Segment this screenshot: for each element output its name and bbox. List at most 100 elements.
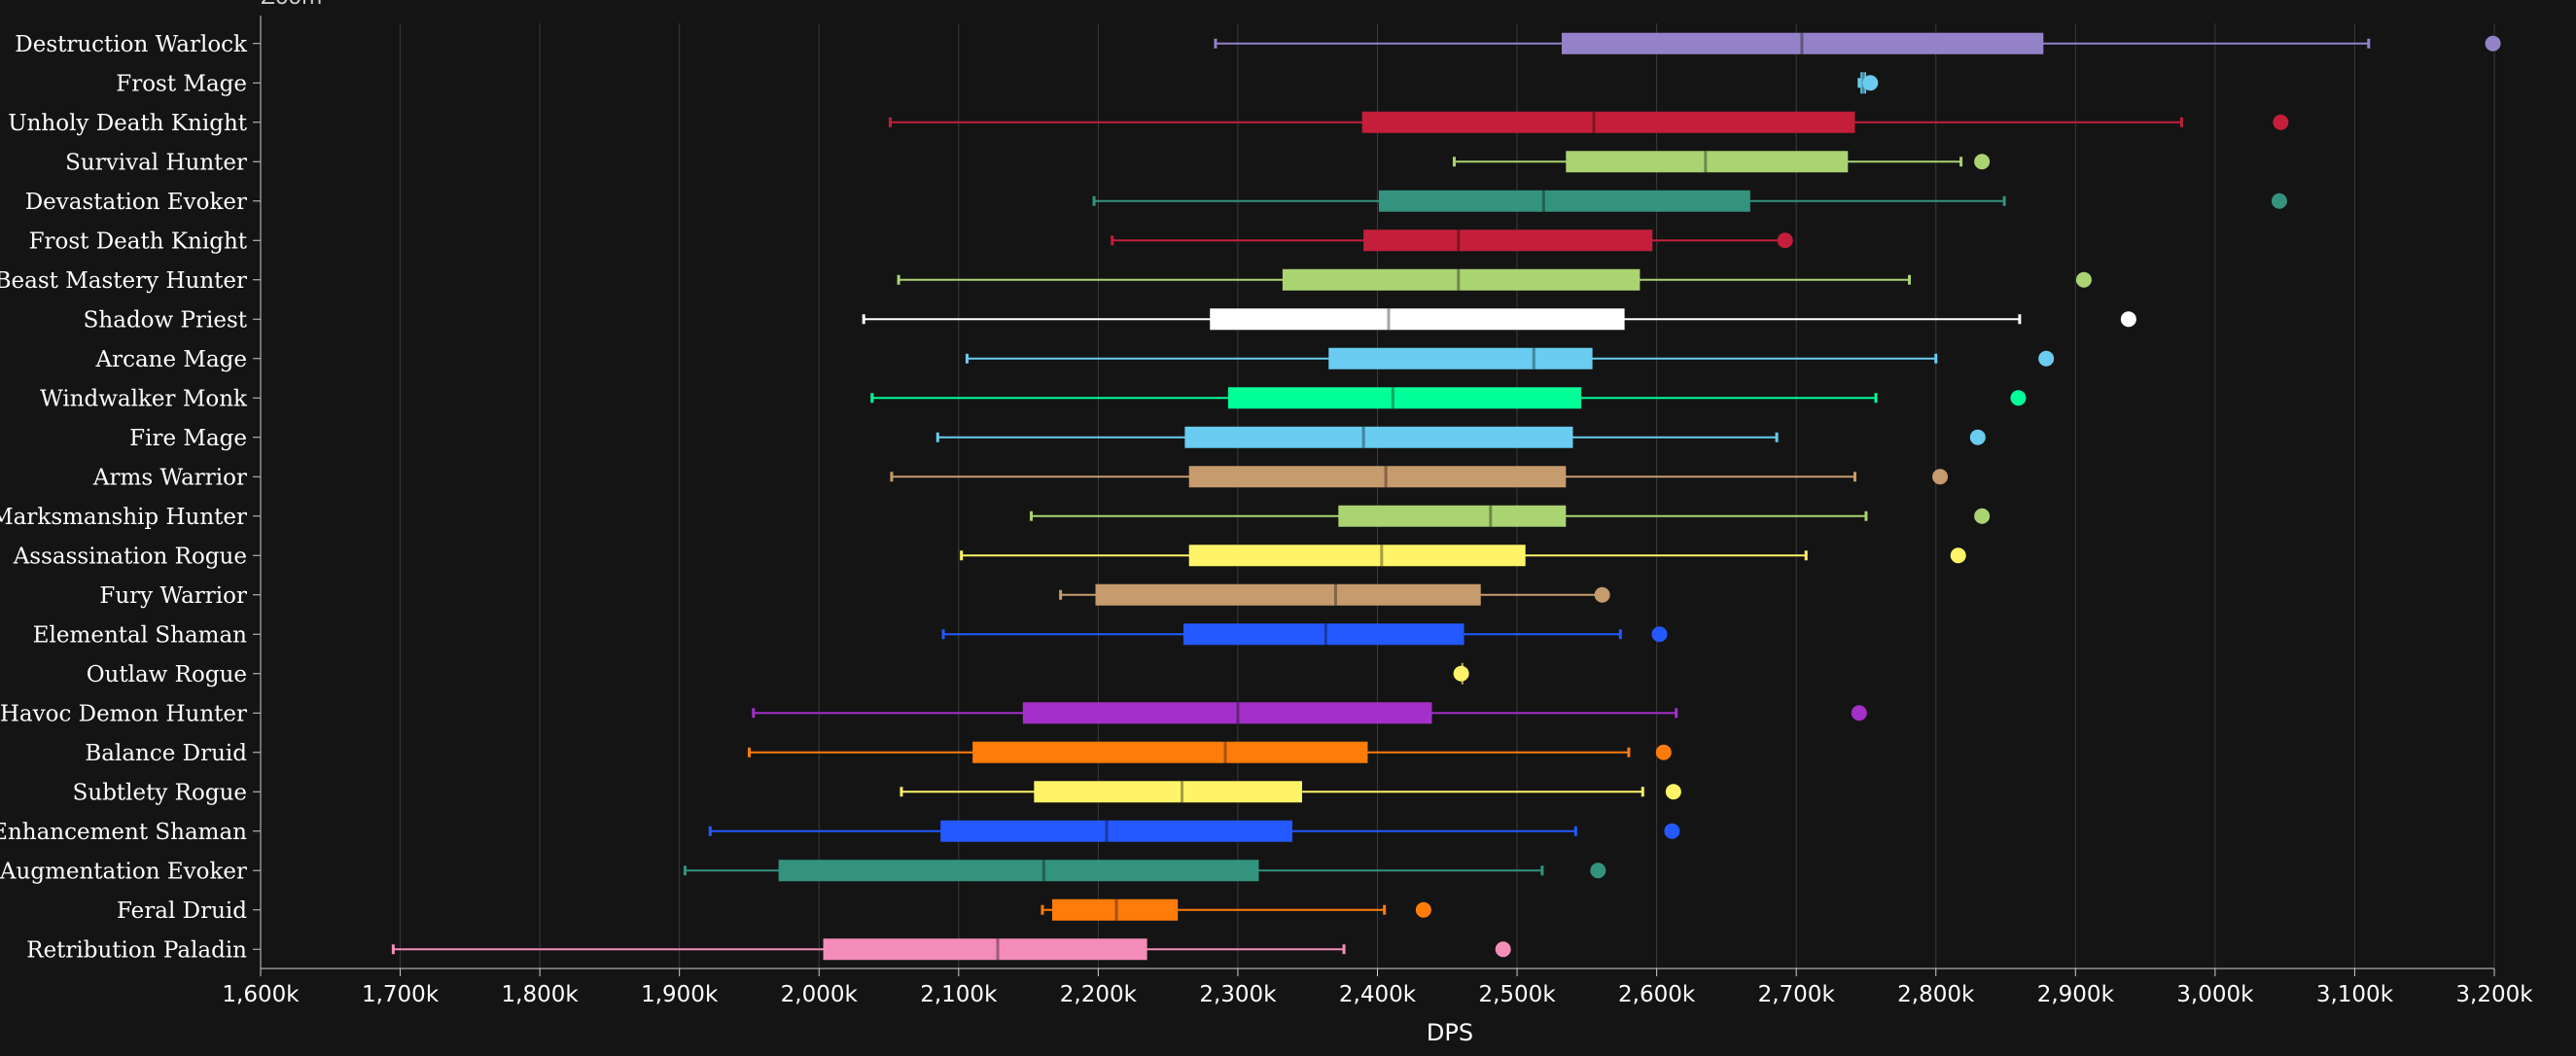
box-destruction-warlock[interactable] [1214, 32, 2501, 54]
x-tick-label: 2,100k [920, 982, 998, 1007]
outlier-point[interactable] [2485, 35, 2501, 52]
outlier-point[interactable] [2120, 311, 2136, 328]
x-tick-label: 1,900k [641, 982, 719, 1007]
class-label-windwalker-monk: Windwalker Monk [40, 386, 248, 411]
iqr-box [1184, 426, 1573, 448]
outlier-point[interactable] [1969, 429, 1986, 445]
outlier-point[interactable] [2075, 271, 2092, 288]
box-windwalker-monk[interactable] [870, 387, 2027, 409]
box-assassination-rogue[interactable] [960, 545, 1966, 567]
outlier-point[interactable] [1950, 547, 1966, 564]
box-shadow-priest[interactable] [862, 308, 2136, 331]
class-label-unholy-death-knight: Unholy Death Knight [8, 111, 248, 136]
x-tick-label: 2,700k [1758, 982, 1836, 1007]
class-labels: Destruction Warlock Frost Mage Unholy Deat… [0, 32, 261, 963]
outlier-point[interactable] [1415, 901, 1431, 918]
iqr-box [1188, 545, 1526, 567]
class-label-subtlety-rogue: Subtlety Rogue [73, 780, 247, 805]
outlier-point[interactable] [1453, 665, 1469, 682]
iqr-box [1328, 347, 1593, 370]
box-outlaw-rogue[interactable] [1453, 662, 1469, 685]
class-label-devastation-evoker: Devastation Evoker [25, 190, 247, 215]
box-enhancement-shaman[interactable] [708, 820, 1680, 842]
class-label-feral-druid: Feral Druid [117, 898, 247, 924]
box-retribution-paladin[interactable] [391, 938, 1511, 961]
box-havoc-demon-hunter[interactable] [752, 702, 1867, 724]
iqr-box [1188, 466, 1567, 488]
box-frost-death-knight[interactable] [1111, 229, 1793, 252]
class-label-enhancement-shaman: Enhancement Shaman [0, 820, 247, 845]
x-tick-label: 1,700k [362, 982, 440, 1007]
class-label-retribution-paladin: Retribution Paladin [26, 937, 247, 963]
outlier-point[interactable] [1932, 469, 1949, 485]
box-fury-warrior[interactable] [1059, 583, 1610, 606]
iqr-box [940, 820, 1292, 842]
box-survival-hunter[interactable] [1452, 151, 1991, 173]
iqr-box [972, 741, 1368, 763]
box-augmentation-evoker[interactable] [683, 860, 1606, 882]
plot-area [391, 32, 2501, 961]
box-subtlety-rogue[interactable] [900, 781, 1681, 803]
box-unholy-death-knight[interactable] [888, 111, 2289, 133]
class-label-fury-warrior: Fury Warrior [99, 583, 247, 609]
box-beast-mastery-hunter[interactable] [897, 268, 2092, 291]
outlier-point[interactable] [2271, 193, 2287, 209]
class-label-arcane-mage: Arcane Mage [94, 347, 247, 372]
outlier-point[interactable] [1862, 75, 1879, 91]
outlier-point[interactable] [1655, 744, 1672, 760]
iqr-box [1361, 111, 1855, 133]
zoom-label[interactable]: Zoom [261, 0, 322, 10]
box-elemental-shaman[interactable] [941, 623, 1668, 646]
iqr-box [1182, 623, 1464, 646]
class-label-augmentation-evoker: Augmentation Evoker [0, 859, 247, 884]
box-arms-warrior[interactable] [890, 466, 1949, 488]
class-label-outlaw-rogue: Outlaw Rogue [87, 662, 247, 687]
outlier-point[interactable] [1665, 784, 1681, 800]
iqr-box [1034, 781, 1302, 803]
iqr-box [1227, 387, 1582, 409]
class-label-arms-warrior: Arms Warrior [92, 465, 247, 490]
box-devastation-evoker[interactable] [1092, 190, 2287, 212]
outlier-point[interactable] [2273, 114, 2289, 130]
outlier-point[interactable] [1974, 508, 1991, 524]
x-tick-label: 2,500k [1478, 982, 1556, 1007]
x-tick-label: 3,100k [2316, 982, 2394, 1007]
x-axis: 1,600k 1,700k 1,800k 1,900k 2,000k 2,100k 2,20… [222, 16, 2533, 1007]
box-arcane-mage[interactable] [965, 347, 2055, 370]
iqr-box [1566, 151, 1849, 173]
iqr-box [1338, 505, 1567, 527]
x-tick-label: 3,200k [2455, 982, 2533, 1007]
iqr-box [1210, 308, 1625, 331]
class-label-frost-death-knight: Frost Death Knight [29, 229, 248, 254]
box-feral-druid[interactable] [1041, 898, 1431, 921]
x-tick-label: 2,900k [2037, 982, 2115, 1007]
class-label-balance-druid: Balance Druid [85, 741, 247, 766]
class-label-elemental-shaman: Elemental Shaman [33, 622, 247, 648]
x-tick-label: 2,800k [1897, 982, 1975, 1007]
x-tick-label: 2,600k [1618, 982, 1696, 1007]
outlier-point[interactable] [2038, 350, 2055, 367]
iqr-box [823, 938, 1147, 961]
x-tick-label: 2,300k [1199, 982, 1277, 1007]
box-balance-druid[interactable] [747, 741, 1672, 763]
outlier-point[interactable] [1594, 586, 1610, 603]
outlier-point[interactable] [1974, 154, 1991, 170]
outlier-point[interactable] [1851, 705, 1867, 722]
outlier-point[interactable] [1590, 862, 1606, 879]
class-label-destruction-warlock: Destruction Warlock [15, 32, 248, 57]
box-marksmanship-hunter[interactable] [1029, 505, 1991, 527]
box-frost-mage[interactable] [1857, 72, 1879, 94]
outlier-point[interactable] [2010, 390, 2027, 406]
class-label-beast-mastery-hunter: Beast Mastery Hunter [0, 268, 247, 294]
iqr-box [1282, 268, 1641, 291]
box-fire-mage[interactable] [935, 426, 1986, 448]
outlier-point[interactable] [1651, 626, 1668, 643]
outlier-point[interactable] [1495, 941, 1511, 958]
outlier-point[interactable] [1777, 232, 1793, 249]
outlier-point[interactable] [1664, 823, 1680, 839]
iqr-box [778, 860, 1259, 882]
grid-lines [400, 23, 2495, 968]
class-label-shadow-priest: Shadow Priest [84, 307, 248, 333]
